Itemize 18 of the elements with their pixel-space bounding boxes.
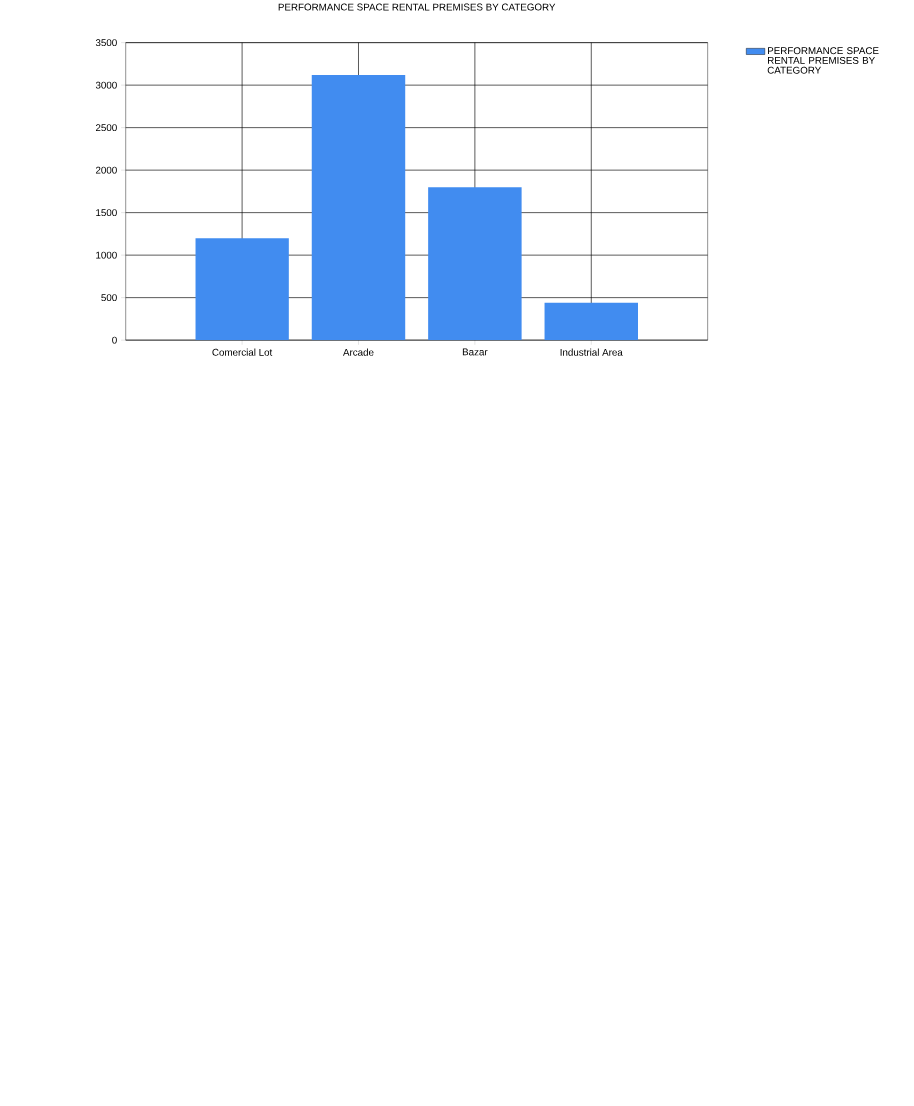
bar	[311, 74, 406, 341]
legend-label: PERFORMANCE SPACE RENTAL PREMISES BY CATEGORY	[767, 47, 879, 74]
chart-title: PERFORMANCE SPACE RENTAL PREMISES BY CATEGORY	[278, 3, 556, 11]
y-tick-label: 2500	[95, 124, 117, 132]
y-tick-label: 3500	[95, 39, 117, 47]
y-tick-label: 1500	[96, 209, 117, 217]
y-tick-label: 500	[101, 294, 117, 302]
bar	[428, 187, 522, 341]
x-tick-label: Comercial Lot	[212, 348, 273, 356]
y-tick-label: 3000	[95, 81, 117, 89]
y-tick-label: 2000	[95, 166, 117, 174]
bar	[544, 302, 639, 341]
x-tick-label: Bazar	[462, 348, 488, 356]
x-tick-label: Arcade	[343, 348, 374, 356]
y-tick-label: 1000	[96, 251, 117, 259]
bar	[195, 238, 289, 341]
y-tick-label: 0	[112, 336, 117, 344]
x-tick-label: Industrial Area	[560, 348, 623, 356]
